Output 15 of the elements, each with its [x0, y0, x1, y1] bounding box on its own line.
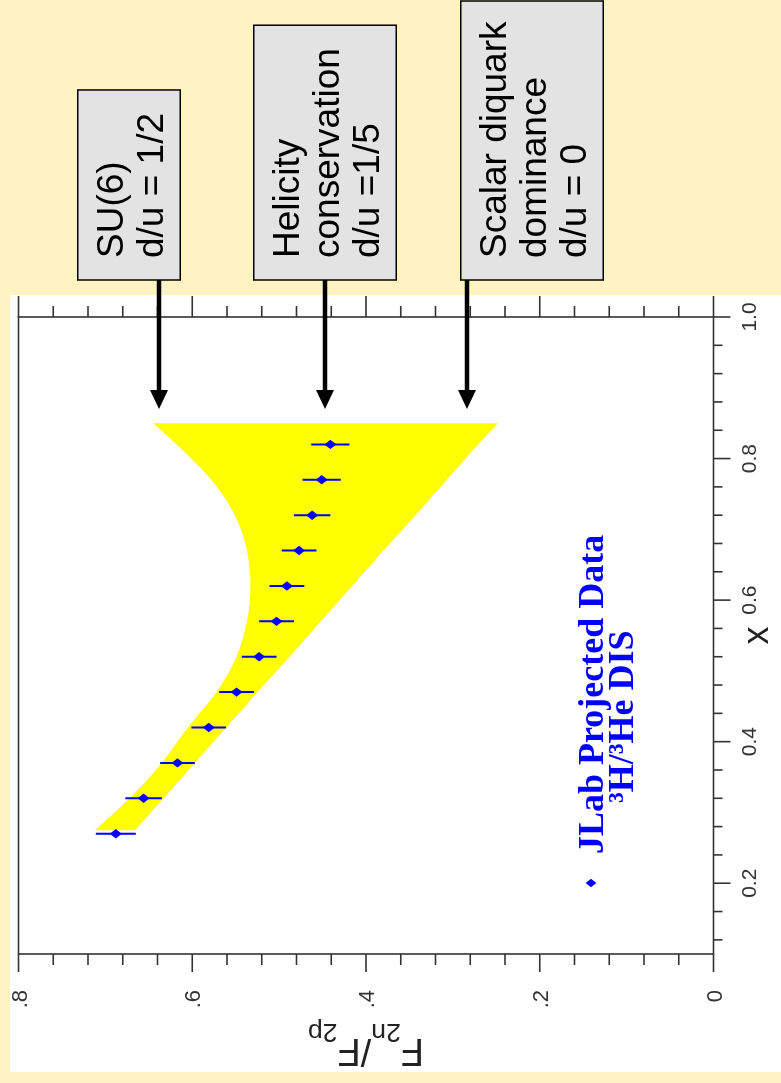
y-tick-label: 0.6: [736, 585, 760, 615]
x-tick-label: 0: [701, 990, 727, 1003]
text: Helicity conservation d/u =1/5: [265, 48, 387, 258]
x-tick-label: .8: [6, 990, 32, 1009]
x-tick-label: .4: [354, 990, 379, 1009]
y-tick-label: 0.2: [736, 868, 760, 898]
y-tick-label: 0.8: [736, 443, 760, 474]
y-tick-label: 1.0: [736, 302, 760, 332]
y-axis-title: x: [735, 626, 776, 645]
x-tick-label: .6: [180, 990, 206, 1009]
text: SU(6) d/u = 1/2: [89, 112, 171, 258]
text: JLab Projected Data ³H/³He DIS: [571, 534, 641, 854]
text: Scalar diquark dominance d/u = 0: [472, 20, 594, 258]
y-tick-label: 0.4: [736, 726, 760, 757]
x-tick-label: .2: [527, 990, 553, 1009]
